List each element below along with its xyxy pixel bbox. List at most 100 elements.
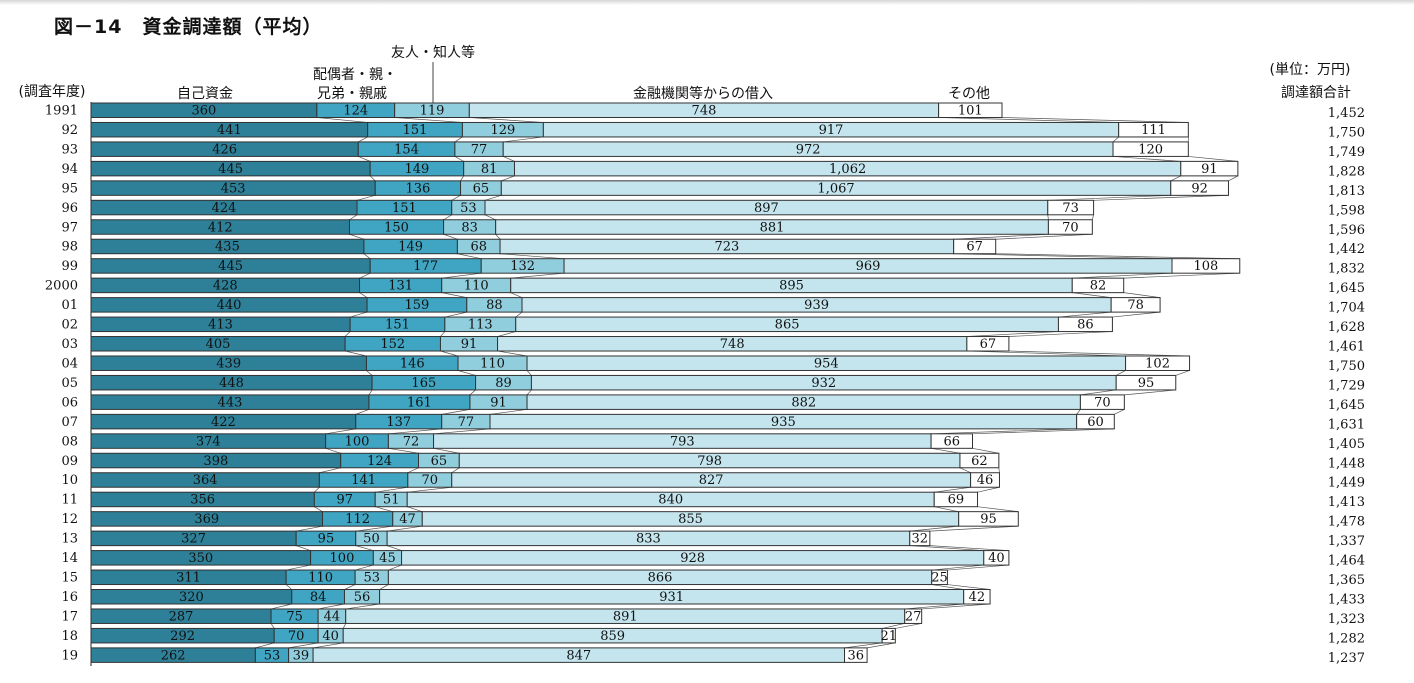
- data-label-other: 101: [958, 104, 983, 119]
- connector-line: [1113, 156, 1181, 162]
- connector-line: [510, 292, 523, 298]
- connector-line: [953, 253, 1173, 260]
- connector-line: [368, 389, 373, 396]
- bar-segment-other: [909, 530, 931, 547]
- total-value-label: 1,464: [1328, 554, 1365, 569]
- data-label-friends: 110: [480, 356, 505, 371]
- connector-line: [972, 447, 999, 454]
- data-label-family: 149: [398, 240, 423, 255]
- data-label-family: 165: [411, 376, 436, 391]
- connector-line: [497, 350, 528, 357]
- connector-line: [407, 486, 452, 493]
- data-label-loans: 827: [699, 473, 724, 488]
- data-label-loans: 855: [678, 512, 703, 527]
- data-label-loans: 840: [658, 493, 683, 508]
- connector-line: [355, 545, 374, 551]
- data-label-loans: 954: [814, 356, 839, 371]
- data-label-own-funds: 422: [211, 415, 236, 430]
- connector-line: [904, 603, 964, 610]
- data-label-loans: 917: [819, 123, 844, 138]
- data-label-own-funds: 441: [217, 123, 242, 138]
- year-tick-label: 96: [61, 201, 78, 216]
- bar-row: 440 159 88 939 78 01 1,704: [61, 297, 1365, 316]
- data-label-family: 137: [386, 415, 411, 430]
- data-label-friends: 129: [490, 123, 515, 138]
- data-label-own-funds: 350: [188, 551, 213, 566]
- bar-segment-other: [1180, 160, 1239, 177]
- data-label-own-funds: 440: [217, 298, 242, 313]
- connector-line: [454, 156, 464, 162]
- year-tick-label: 1991: [45, 104, 78, 119]
- data-label-family: 149: [405, 162, 430, 177]
- connector-line: [394, 117, 463, 123]
- connector-line: [387, 545, 402, 551]
- connector-line: [895, 623, 922, 629]
- data-label-other: 120: [1138, 142, 1163, 157]
- data-label-other: 111: [1141, 123, 1166, 138]
- connector-line: [355, 409, 370, 415]
- data-label-family: 75: [286, 609, 303, 624]
- year-tick-label: 06: [61, 395, 78, 410]
- connector-line: [443, 214, 452, 221]
- year-tick-label: 12: [61, 512, 78, 527]
- bar-row: 292 70 40 859 21 18 1,282: [61, 627, 1365, 646]
- connector-line: [1123, 292, 1161, 298]
- connector-line: [443, 233, 458, 240]
- connector-line: [1116, 370, 1126, 376]
- connector-line: [349, 214, 358, 221]
- connector-line: [1093, 194, 1229, 201]
- data-label-other: 67: [980, 337, 997, 352]
- total-value-label: 1,749: [1328, 145, 1365, 160]
- data-label-other: 25: [931, 571, 948, 586]
- data-label-loans: 881: [760, 220, 785, 235]
- connector-line: [407, 467, 419, 474]
- connector-line: [388, 428, 442, 435]
- connector-line: [909, 545, 984, 551]
- connector-line: [359, 292, 368, 298]
- data-label-loans: 932: [811, 376, 836, 391]
- connector-line: [1091, 214, 1094, 220]
- data-label-family: 100: [345, 434, 370, 449]
- connector-line: [977, 506, 1019, 513]
- bar-segment-other: [1115, 374, 1177, 391]
- connector-line: [947, 584, 991, 590]
- connector-line: [972, 428, 1115, 435]
- connector-line: [934, 486, 971, 493]
- data-label-friends: 53: [363, 571, 380, 586]
- connector-line: [375, 486, 408, 493]
- data-label-own-funds: 412: [208, 220, 233, 235]
- connector-line: [1188, 156, 1238, 162]
- year-tick-label: 19: [61, 648, 78, 663]
- data-label-other: 40: [988, 551, 1005, 566]
- connector-line: [909, 525, 959, 532]
- header-other: その他: [948, 86, 990, 102]
- data-label-other: 86: [1077, 318, 1094, 333]
- data-label-friends: 77: [458, 415, 475, 430]
- total-value-label: 1,828: [1328, 164, 1365, 179]
- year-tick-label: 15: [61, 571, 78, 586]
- connector-line: [433, 447, 460, 454]
- connector-line: [440, 350, 459, 357]
- total-value-label: 1,413: [1328, 495, 1365, 510]
- connector-line: [318, 603, 345, 610]
- connector-line: [495, 234, 501, 240]
- data-label-own-funds: 413: [208, 318, 233, 333]
- connector-line: [959, 467, 971, 474]
- data-label-family: 151: [403, 123, 428, 138]
- connector-line: [296, 545, 311, 551]
- bar-segment-other: [1125, 355, 1191, 371]
- data-label-loans: 972: [796, 142, 821, 157]
- connector-line: [355, 564, 374, 571]
- data-label-loans: 748: [692, 104, 717, 119]
- data-label-other: 78: [1127, 298, 1144, 313]
- connector-line: [484, 195, 502, 201]
- connector-line: [325, 447, 341, 454]
- connector-line: [995, 253, 1240, 260]
- total-column-header: 調達額合計: [1281, 85, 1351, 101]
- bar-row: 435 149 68 723 67 98 1,442: [61, 238, 1365, 257]
- total-value-label: 1,282: [1328, 631, 1365, 646]
- connector-line: [350, 311, 368, 318]
- bar-segment-other: [1110, 297, 1161, 313]
- data-label-own-funds: 426: [212, 142, 237, 157]
- data-label-friends: 89: [495, 376, 512, 391]
